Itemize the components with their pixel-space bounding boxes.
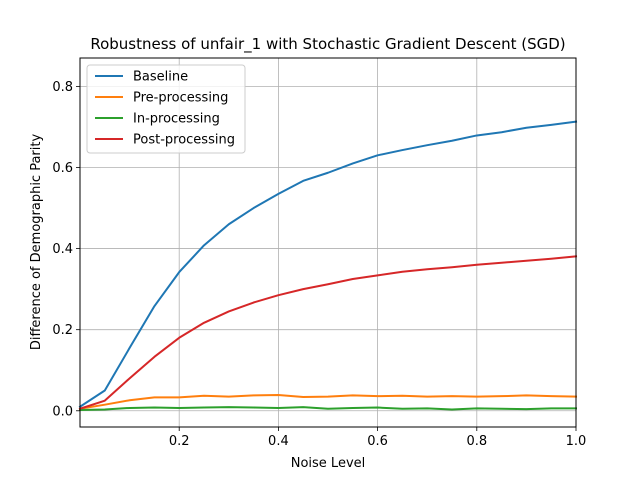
y-tick-label: 0.2 — [52, 323, 73, 338]
plot-frame — [79, 57, 577, 428]
y-tick-label: 0.4 — [52, 242, 73, 257]
axis-ticks: 0.2 0.4 0.6 0.8 1.0 0.0 0.2 0.4 0.6 0.8 — [52, 80, 586, 449]
legend-label-baseline: Baseline — [133, 70, 188, 85]
legend-box — [86, 64, 246, 154]
series-line-pre-processing — [78, 393, 578, 410]
y-axis-label: Difference of Demographic Parity — [29, 134, 44, 351]
legend-label-pre-processing: Pre-processing — [133, 91, 228, 106]
legend-label-in-processing: In-processing — [133, 112, 220, 127]
legend-label-post-processing: Post-processing — [133, 133, 235, 148]
x-tick-label: 0.8 — [466, 434, 487, 449]
series-lines — [78, 120, 578, 411]
series-line-in-processing — [78, 406, 577, 411]
x-tick-label: 0.2 — [169, 434, 190, 449]
y-tick-label: 0.0 — [52, 404, 73, 419]
x-tick-label: 0.6 — [367, 434, 388, 449]
x-tick-label: 0.4 — [268, 434, 289, 449]
chart-title: Robustness of unfair_1 with Stochastic G… — [90, 35, 565, 54]
y-tick-label: 0.8 — [52, 80, 73, 95]
y-tick-label: 0.6 — [52, 161, 73, 176]
legend: Baseline Pre-processing In-processing Post-… — [86, 64, 246, 154]
series-line-post-processing — [78, 255, 578, 411]
x-tick-label: 1.0 — [566, 434, 587, 449]
series-line-baseline — [78, 120, 578, 409]
x-axis-label: Noise Level — [291, 456, 366, 471]
